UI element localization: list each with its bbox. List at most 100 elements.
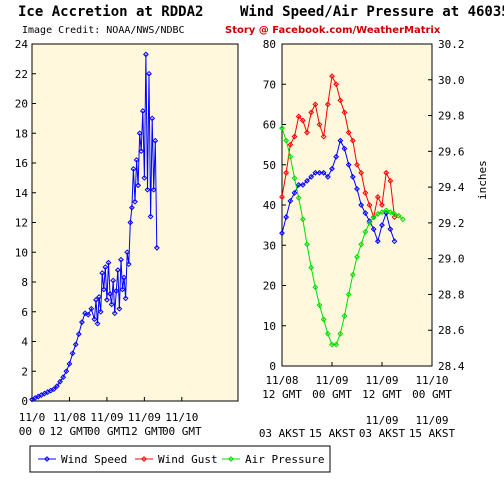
ice-accretion-point bbox=[139, 108, 146, 114]
wind-gust-point bbox=[316, 121, 323, 128]
ice-accretion-point bbox=[60, 374, 67, 381]
wind-gust-point bbox=[358, 169, 365, 176]
air-pressure-point bbox=[345, 291, 352, 298]
ice-accretion-point bbox=[128, 204, 135, 211]
pressure-y-tick-label: 28.6 bbox=[438, 324, 465, 337]
ice-accretion-point bbox=[135, 182, 142, 189]
air-pressure-point bbox=[308, 264, 315, 271]
air-pressure-point bbox=[324, 330, 331, 337]
wind-x-tick-label: 11/08 bbox=[265, 374, 298, 387]
wind-speed-point bbox=[287, 198, 294, 204]
wind-x-tick-label-local: 03 AKST bbox=[259, 427, 306, 440]
wind-speed-point bbox=[387, 226, 394, 233]
ice-accretion-point bbox=[108, 301, 115, 308]
ice-accretion-point bbox=[97, 308, 104, 315]
wind-gust-point bbox=[345, 129, 352, 136]
wind-gust-point bbox=[383, 169, 390, 176]
wind-x-tick-label-local: 11/09 bbox=[415, 414, 448, 427]
pressure-y-tick-label: 28.4 bbox=[438, 360, 465, 373]
wind-y-tick-label: 30 bbox=[263, 239, 276, 252]
wind-y-tick-label: 70 bbox=[263, 78, 276, 91]
air-pressure-point bbox=[299, 216, 306, 223]
wind-gust-point bbox=[324, 101, 331, 108]
pressure-y-tick-label: 30.0 bbox=[438, 74, 465, 87]
wind-gust-point bbox=[283, 169, 290, 176]
wind-speed-point bbox=[291, 190, 298, 196]
ice-accretion-point bbox=[57, 378, 63, 385]
ice-accretion-point bbox=[79, 319, 85, 326]
ice-accretion-point bbox=[88, 305, 95, 312]
ice-accretion-point bbox=[132, 198, 138, 205]
ice-accretion-point bbox=[91, 316, 98, 323]
pressure-y-tick-label: 28.8 bbox=[438, 288, 465, 301]
ice-accretion-line bbox=[31, 54, 158, 400]
ice-accretion-point bbox=[69, 350, 76, 357]
air-pressure-point bbox=[291, 175, 298, 182]
wind-gust-point bbox=[374, 194, 381, 200]
wind-gust-line bbox=[281, 74, 395, 219]
legend-box bbox=[29, 445, 331, 473]
ice-accretion-point bbox=[118, 256, 124, 263]
ice-series bbox=[29, 51, 160, 403]
pressure-y-tick-label: 29.4 bbox=[438, 181, 465, 194]
ice-accretion-point bbox=[119, 286, 126, 293]
air-pressure-point bbox=[387, 209, 394, 216]
ice-accretion-point bbox=[99, 270, 106, 276]
ice-y-tick-label: 0 bbox=[21, 395, 28, 408]
ice-accretion-point bbox=[138, 148, 145, 155]
air-pressure-point bbox=[304, 241, 310, 248]
wind-speed-point bbox=[312, 169, 319, 176]
ice-accretion-point bbox=[105, 259, 112, 266]
wind-speed-point bbox=[362, 210, 369, 216]
wind-speed-point bbox=[370, 226, 377, 233]
air-pressure-line bbox=[281, 127, 404, 345]
ice-accretion-point bbox=[144, 186, 151, 193]
ice-x-tick-label: 11/09 bbox=[128, 411, 161, 424]
ice-accretion-point bbox=[50, 386, 57, 393]
wind-y-tick-label: 0 bbox=[269, 360, 276, 373]
wind-speed-point bbox=[391, 238, 398, 245]
air-pressure-point bbox=[374, 211, 381, 217]
wind-plot-area bbox=[281, 43, 433, 367]
wind-speed-point bbox=[324, 173, 331, 180]
wind-speed-point bbox=[374, 238, 381, 245]
ice-accretion-point bbox=[127, 219, 134, 226]
ice-accretion-point bbox=[96, 293, 103, 300]
wind-x-tick-label: 11/09 bbox=[315, 374, 348, 387]
wind-speed-point bbox=[358, 202, 365, 208]
wind-series bbox=[279, 73, 406, 348]
air-pressure-point bbox=[383, 207, 390, 214]
air-pressure-point bbox=[316, 302, 323, 309]
air-pressure-point bbox=[354, 253, 360, 260]
wind-gust-point bbox=[333, 81, 340, 88]
wind-speed-point bbox=[337, 137, 344, 144]
wind-gust-point bbox=[287, 141, 294, 148]
wind-x-tick-label-local: 11/09 bbox=[365, 414, 398, 427]
ice-accretion-point bbox=[116, 305, 123, 312]
wind-speed-point bbox=[320, 169, 327, 176]
ice-y-tick-label: 4 bbox=[21, 336, 28, 349]
air-pressure-point bbox=[395, 212, 402, 219]
ice-plot-area bbox=[31, 43, 239, 402]
air-pressure-point bbox=[337, 330, 344, 337]
wind-speed-point bbox=[345, 161, 352, 168]
ice-accretion-point bbox=[100, 286, 107, 293]
wind-speed-point bbox=[349, 173, 356, 180]
ice-accretion-point bbox=[143, 51, 149, 58]
wind-gust-point bbox=[341, 109, 348, 116]
ice-x-tick-label: 00 GMT bbox=[87, 425, 127, 438]
wind-speed-point bbox=[279, 230, 285, 237]
ice-y-tick-label: 20 bbox=[15, 98, 28, 111]
wind-gust-point bbox=[337, 97, 344, 104]
ice-x-tick-label: 11/0 bbox=[19, 411, 46, 424]
wind-x-tick-label: 11/09 bbox=[365, 374, 398, 387]
ice-accretion-point bbox=[82, 310, 88, 317]
ice-accretion-point bbox=[122, 295, 129, 302]
ice-x-tick-label: 00 0 bbox=[19, 425, 46, 438]
wind-x-tick-label-local: 03 AKST bbox=[359, 427, 406, 440]
ice-accretion-point bbox=[133, 157, 140, 163]
ice-accretion-point bbox=[147, 213, 154, 220]
ice-accretion-point bbox=[153, 244, 160, 251]
